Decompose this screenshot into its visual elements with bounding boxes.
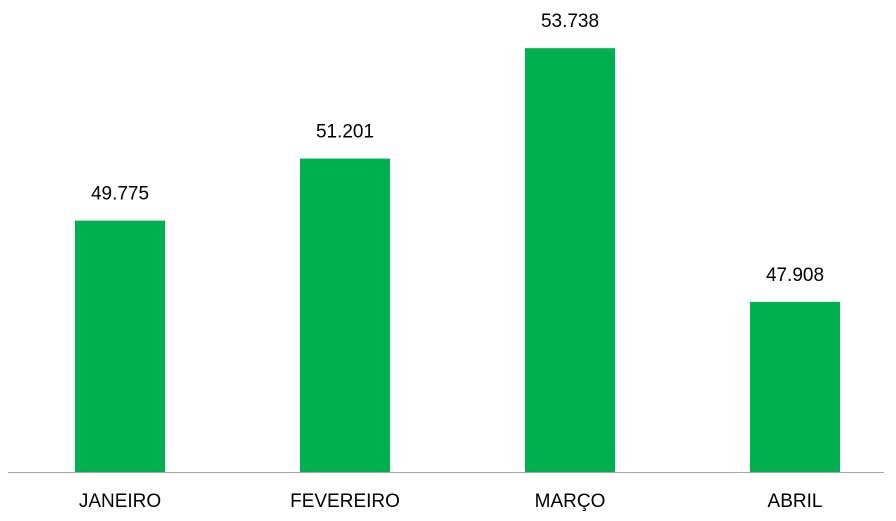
bar [75,220,165,472]
bar [750,301,840,472]
x-tick-label: JANEIRO [79,491,161,512]
value-label: 51.201 [316,122,374,143]
x-tick-label: FEVEREIRO [290,491,400,512]
bar [300,158,390,472]
value-label: 49.775 [91,184,149,205]
x-tick-label: ABRIL [768,491,823,512]
value-label: 47.908 [766,265,824,286]
value-label: 53.738 [541,11,599,32]
x-tick-label: MARÇO [535,491,606,512]
bar [525,48,615,473]
